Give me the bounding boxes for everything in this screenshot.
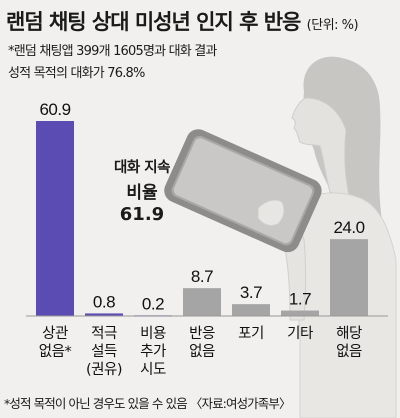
sexual-purpose-note: 성적 목적의 대화가 76.8%: [8, 66, 145, 81]
value-label-7: 24.0: [333, 218, 364, 237]
category-label-2-1: 적극: [91, 325, 117, 342]
bar-1: [36, 121, 74, 316]
category-label-3-3: 시도: [140, 362, 166, 378]
category-label-4-1: 반응: [189, 325, 215, 342]
category-label-1-2: 없음*: [39, 343, 72, 360]
value-label-5: 3.7: [240, 283, 262, 302]
category-label-7-2: 없음: [336, 343, 362, 360]
category-label-1-1: 상관: [42, 325, 68, 342]
bar-2: [85, 313, 123, 316]
callout-label-2: 비율: [126, 183, 158, 203]
category-label-3-2: 추가: [140, 343, 166, 360]
survey-note: *랜덤 채팅앱 399개 1605명과 대화 결과: [8, 44, 217, 59]
category-label-7-1: 해당: [336, 325, 362, 342]
continue-rate-callout: 대화 지속 비율 61.9: [103, 156, 181, 225]
value-label-4: 8.7: [191, 267, 213, 286]
footnote: *성적 목적이 아닌 경우도 있을 수 있음 〈자료:여성가족부〉: [4, 396, 291, 411]
category-label-3-1: 비용: [140, 325, 166, 342]
value-label-6: 1.7: [289, 290, 311, 309]
category-label-2-3: (권유): [86, 361, 122, 378]
chart-title: 랜덤 채팅 상대 미성년 인지 후 반응 (단위: %): [6, 6, 396, 36]
category-label-5-1: 포기: [238, 325, 264, 342]
category-label-6-1: 기타: [287, 325, 313, 342]
bar-6: [281, 310, 319, 316]
category-label-4-2: 없음: [189, 343, 215, 360]
callout-value: 61.9: [119, 204, 165, 225]
value-label-3: 0.2: [142, 294, 164, 313]
chart-title-text: 랜덤 채팅 상대 미성년 인지 후 반응: [6, 10, 301, 34]
value-label-1: 60.9: [39, 100, 70, 119]
callout-label-1: 대화 지속: [114, 160, 170, 176]
face-shape: [291, 97, 351, 201]
value-label-2: 0.8: [93, 292, 115, 311]
hand-shape: [257, 199, 285, 227]
unit-label: (단위: %): [306, 18, 359, 33]
category-label-2-2: 설득: [91, 343, 117, 360]
bar-4: [183, 288, 221, 316]
bar-5: [232, 304, 270, 316]
bar-7: [330, 239, 368, 316]
